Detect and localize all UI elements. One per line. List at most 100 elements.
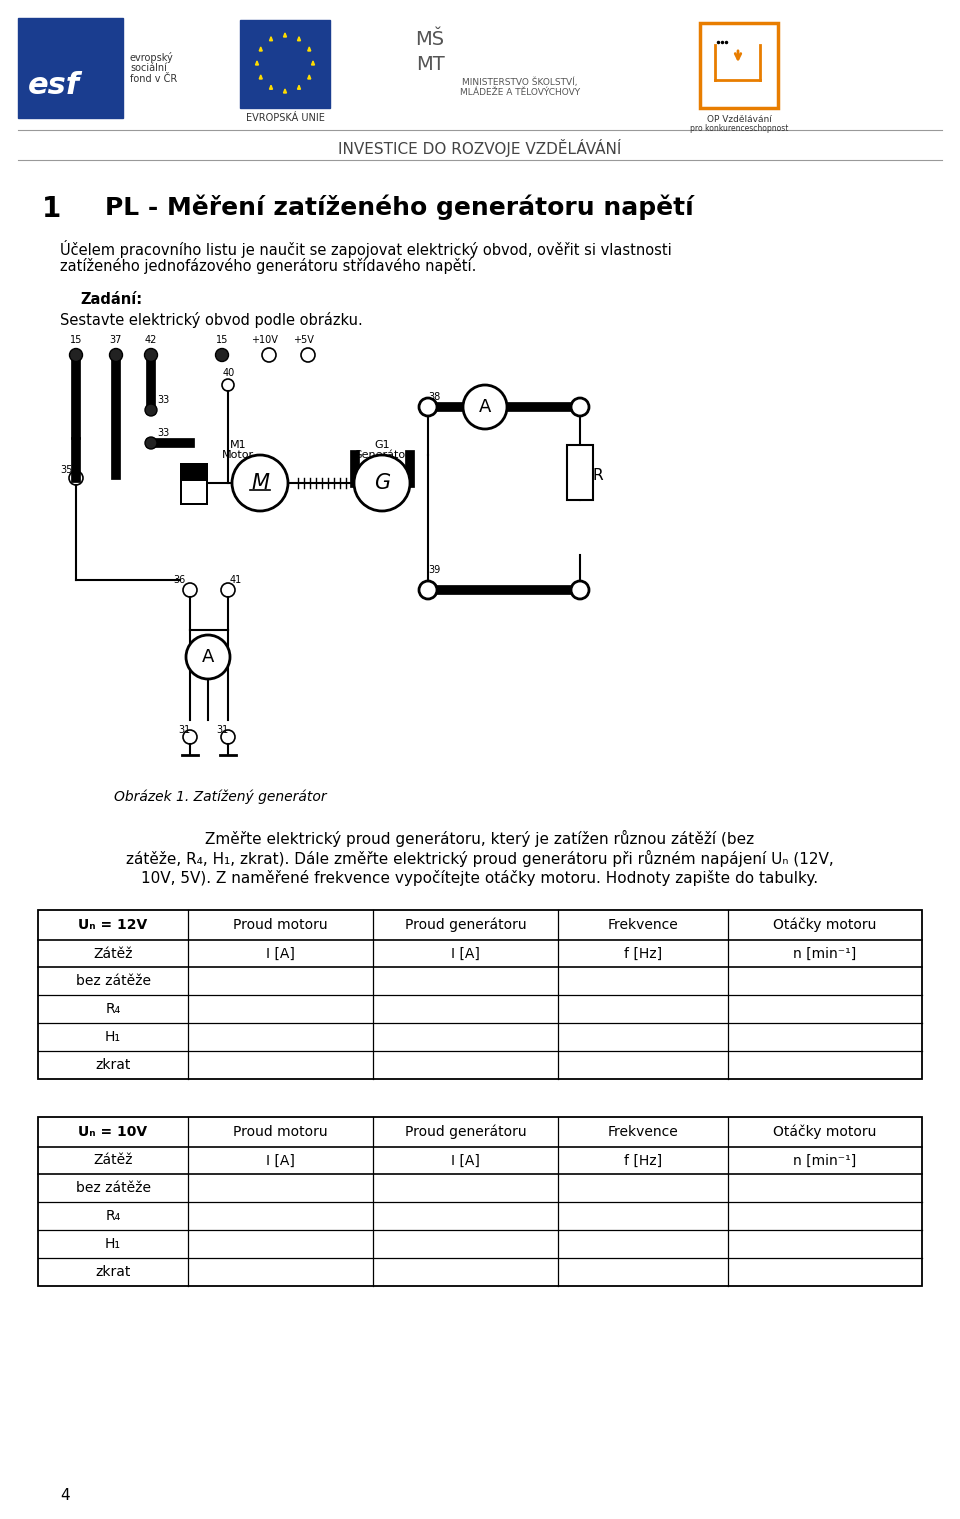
Text: Uₙ = 10V: Uₙ = 10V (79, 1126, 148, 1139)
Bar (700, 23, 778, 108)
Text: +10V: +10V (251, 336, 277, 345)
Text: 10V, 5V). Z naměřené frekvence vypočítejte otáčky motoru. Hodnoty zapište do tab: 10V, 5V). Z naměřené frekvence vypočítej… (141, 870, 819, 886)
Text: I [A]: I [A] (266, 946, 295, 960)
Text: zkrat: zkrat (95, 1265, 131, 1279)
Circle shape (145, 348, 157, 362)
Text: Zátěž: Zátěž (93, 1153, 132, 1168)
Polygon shape (308, 47, 311, 52)
Text: Účelem pracovního listu je naučit se zapojovat elektrický obvod, ověřit si vlast: Účelem pracovního listu je naučit se zap… (60, 240, 672, 258)
Text: G1: G1 (374, 441, 390, 450)
Text: A: A (479, 398, 492, 416)
Bar (38, 1116, 922, 1287)
Text: zátěže, R₄, H₁, zkrat). Dále změřte elektrický proud generátoru při různém napáj: zátěže, R₄, H₁, zkrat). Dále změřte elek… (126, 851, 834, 867)
Text: Proud generátoru: Proud generátoru (405, 1124, 526, 1139)
Circle shape (262, 348, 276, 362)
Bar (567, 445, 593, 500)
Text: 35: 35 (60, 465, 72, 475)
Text: MINISTERSTVO ŠKOLSTVÍ,: MINISTERSTVO ŠKOLSTVÍ, (463, 77, 578, 88)
Circle shape (301, 348, 315, 362)
Circle shape (419, 580, 437, 598)
Text: zkrat: zkrat (95, 1059, 131, 1072)
Polygon shape (308, 74, 311, 79)
Text: Obrázek 1. Zatížený generátor: Obrázek 1. Zatížený generátor (113, 790, 326, 805)
Text: n [min⁻¹]: n [min⁻¹] (793, 946, 856, 960)
Text: Proud motoru: Proud motoru (233, 917, 327, 933)
Text: 36: 36 (174, 576, 186, 585)
Text: PL - Měření zatíženého generátoru napětí: PL - Měření zatíženého generátoru napětí (105, 194, 694, 220)
Text: MLÁDEŽE A TĚLOVÝCHOVY: MLÁDEŽE A TĚLOVÝCHOVY (460, 88, 580, 97)
Text: evropský: evropský (130, 52, 174, 62)
Polygon shape (283, 90, 286, 93)
Text: M1: M1 (229, 441, 247, 450)
Text: Otáčky motoru: Otáčky motoru (774, 917, 876, 933)
Text: Generátor: Generátor (353, 450, 410, 460)
Bar (240, 20, 330, 108)
Text: 40: 40 (223, 368, 235, 378)
Text: 33: 33 (157, 428, 169, 437)
Text: bez zátěže: bez zátěže (76, 1180, 151, 1195)
Circle shape (69, 348, 83, 362)
Text: Uₙ = 12V: Uₙ = 12V (79, 917, 148, 933)
Polygon shape (298, 36, 300, 41)
Text: 33: 33 (157, 395, 169, 406)
Polygon shape (270, 85, 273, 90)
Circle shape (186, 635, 230, 679)
Polygon shape (298, 85, 300, 90)
Text: Zátěž: Zátěž (93, 946, 132, 960)
Text: Proud generátoru: Proud generátoru (405, 917, 526, 933)
Text: 37: 37 (109, 336, 122, 345)
Text: Otáčky motoru: Otáčky motoru (774, 1124, 876, 1139)
Text: pro konkurenceschopnost: pro konkurenceschopnost (690, 125, 788, 134)
Text: Frekvence: Frekvence (608, 1126, 679, 1139)
Text: 31: 31 (178, 725, 190, 735)
Text: M: M (251, 472, 269, 494)
Text: f [Hz]: f [Hz] (624, 946, 662, 960)
Text: H₁: H₁ (105, 1236, 121, 1252)
Text: MŠ: MŠ (416, 30, 444, 49)
Text: INVESTICE DO ROZVOJE VZDĚLÁVÁNÍ: INVESTICE DO ROZVOJE VZDĚLÁVÁNÍ (338, 140, 622, 156)
Circle shape (109, 348, 123, 362)
Text: R₄: R₄ (106, 1209, 121, 1223)
Text: 38: 38 (428, 392, 441, 403)
Polygon shape (311, 61, 315, 65)
Text: zatíženého jednofázového generátoru střídavého napětí.: zatíženého jednofázového generátoru stří… (60, 258, 476, 273)
Text: 31: 31 (216, 725, 228, 735)
Circle shape (463, 384, 507, 428)
Bar (18, 18, 123, 118)
Circle shape (145, 404, 157, 416)
Bar (38, 910, 922, 1078)
Text: n [min⁻¹]: n [min⁻¹] (793, 1153, 856, 1168)
Polygon shape (283, 33, 286, 36)
Polygon shape (259, 47, 262, 52)
Text: bez zátěže: bez zátěže (76, 974, 151, 987)
Text: 1: 1 (42, 194, 61, 223)
Text: f [Hz]: f [Hz] (624, 1153, 662, 1168)
Text: R₄: R₄ (106, 1003, 121, 1016)
Text: 15: 15 (216, 336, 228, 345)
Text: Změřte elektrický proud generátoru, který je zatížen různou zátěží (bez: Změřte elektrický proud generátoru, kter… (205, 829, 755, 848)
Text: +5V: +5V (293, 336, 313, 345)
Text: Sestavte elektrický obvod podle obrázku.: Sestavte elektrický obvod podle obrázku. (60, 311, 363, 328)
Text: EVROPSKÁ UNIE: EVROPSKÁ UNIE (246, 112, 324, 123)
Bar (180, 463, 208, 504)
Bar (182, 482, 206, 503)
Text: 39: 39 (428, 565, 441, 576)
Text: I [A]: I [A] (451, 946, 480, 960)
Text: H₁: H₁ (105, 1030, 121, 1044)
Text: Zadání:: Zadání: (80, 292, 142, 307)
Text: MT: MT (416, 55, 444, 74)
Text: I [A]: I [A] (266, 1153, 295, 1168)
Text: R: R (593, 468, 604, 483)
Text: OP Vzdělávání: OP Vzdělávání (707, 115, 772, 125)
Text: 41: 41 (230, 576, 242, 585)
Circle shape (145, 437, 157, 450)
Text: Proud motoru: Proud motoru (233, 1126, 327, 1139)
Text: 15: 15 (70, 336, 83, 345)
Polygon shape (259, 74, 262, 79)
Text: sociální: sociální (130, 62, 167, 73)
Text: esf: esf (28, 70, 80, 100)
Circle shape (232, 456, 288, 510)
Text: G: G (374, 472, 390, 494)
Circle shape (215, 348, 228, 362)
Polygon shape (255, 61, 258, 65)
